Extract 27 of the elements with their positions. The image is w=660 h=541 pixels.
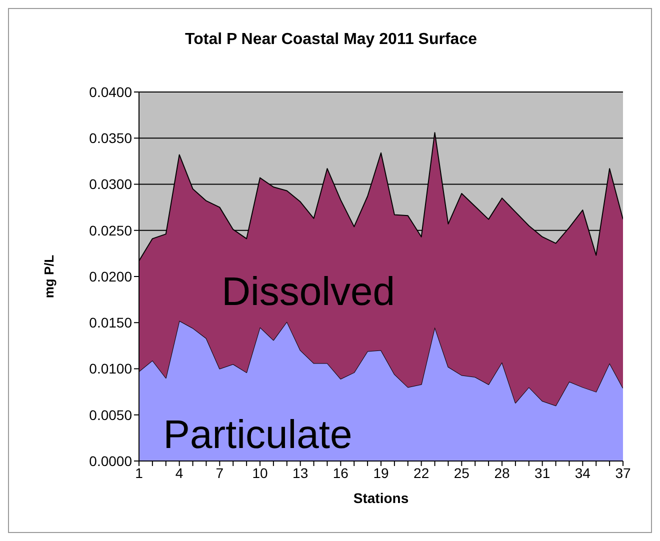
series-label: Dissolved — [222, 270, 396, 314]
x-tick-label: 7 — [216, 464, 224, 481]
x-axis-title: Stations — [353, 490, 409, 506]
series-label: Particulate — [163, 413, 352, 458]
x-tick-label: 25 — [454, 464, 470, 481]
y-tick-label: 0.0400 — [89, 84, 132, 100]
y-tick-label: 0.0050 — [89, 406, 132, 423]
x-tick-label: 4 — [175, 464, 184, 481]
y-tick-label: 0.0200 — [89, 268, 132, 284]
y-axis-title: mg P/L — [42, 254, 57, 298]
chart-title: Total P Near Coastal May 2011 Surface — [184, 31, 478, 49]
y-tick-label: 0.0250 — [89, 222, 132, 238]
x-tick-label: 16 — [332, 464, 349, 481]
x-tick-label: 28 — [494, 464, 510, 481]
y-tick-label: 0.0150 — [89, 314, 132, 331]
x-tick-label: 13 — [292, 464, 308, 481]
x-tick-label: 34 — [574, 464, 591, 481]
y-tick-label: 0.0000 — [89, 452, 132, 469]
x-tick-label: 37 — [615, 464, 631, 481]
y-tick-label: 0.0350 — [89, 130, 132, 146]
x-tick-label: 19 — [373, 464, 389, 481]
y-tick-label: 0.0300 — [89, 176, 132, 192]
x-tick-label: 22 — [414, 464, 430, 481]
x-tick-label: 31 — [534, 464, 550, 481]
x-tick-label: 10 — [252, 464, 268, 481]
y-tick-label: 0.0100 — [89, 360, 132, 377]
x-tick-label: 1 — [135, 464, 144, 481]
